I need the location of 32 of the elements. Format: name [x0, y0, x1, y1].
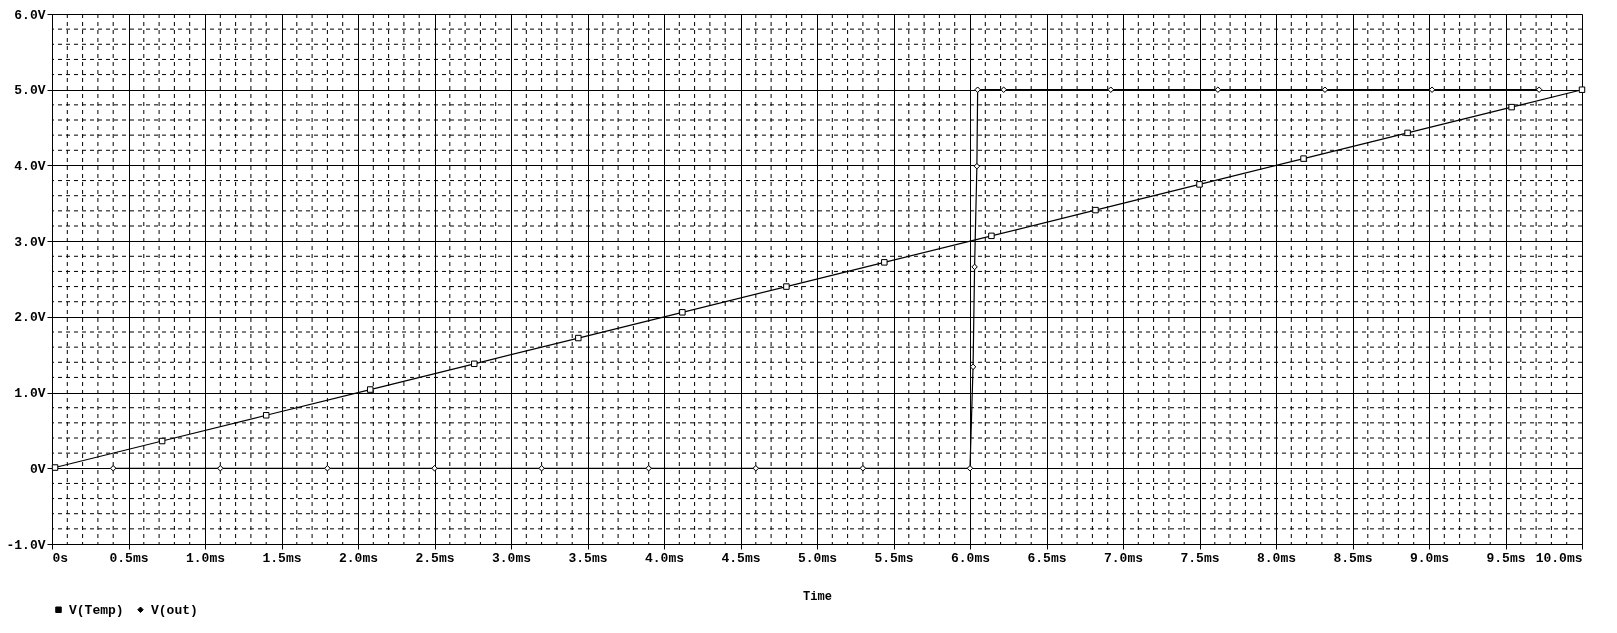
x-tick-label: 3.0ms — [491, 550, 532, 566]
x-tick-label: 0s — [52, 550, 69, 566]
x-tick-label: 8.5ms — [1333, 550, 1373, 566]
x-tick-label: 0.5ms — [109, 550, 149, 566]
x-tick-label: 5.5ms — [874, 550, 914, 566]
x-tick-label: 8.0ms — [1256, 550, 1297, 566]
x-tick-label: 1.0ms — [185, 550, 226, 566]
y-tick-label: 1.0V — [14, 386, 46, 402]
y-tick-label: -1.0V — [6, 537, 46, 553]
x-tick-label: 6.5ms — [1027, 550, 1067, 566]
x-tick-label: 6.0ms — [950, 550, 991, 566]
y-tick-label: 0V — [29, 461, 46, 477]
x-tick-label: 3.5ms — [568, 550, 608, 566]
x-tick-label: 5.0ms — [797, 550, 838, 566]
y-tick-label: 6.0V — [14, 7, 46, 23]
x-tick-label: 2.5ms — [415, 550, 455, 566]
x-tick-label: 7.0ms — [1103, 550, 1144, 566]
x-tick-label: 9.0ms — [1409, 550, 1450, 566]
x-tick-label: 2.0ms — [338, 550, 379, 566]
legend-label: V(Temp) — [69, 602, 124, 618]
y-tick-label: 3.0V — [14, 234, 46, 250]
x-axis-title: Time — [803, 589, 832, 604]
y-tick-label: 2.0V — [14, 310, 46, 326]
x-tick-label: 7.5ms — [1180, 550, 1220, 566]
x-tick-label: 10.0ms — [1535, 550, 1583, 566]
x-tick-label: 9.5ms — [1486, 550, 1526, 566]
y-tick-label: 5.0V — [14, 83, 46, 99]
legend-label: V(out) — [151, 602, 198, 618]
x-tick-label: 1.5ms — [262, 550, 302, 566]
y-tick-label: 4.0V — [14, 158, 46, 174]
x-tick-label: 4.0ms — [644, 550, 685, 566]
x-tick-label: 4.5ms — [721, 550, 761, 566]
